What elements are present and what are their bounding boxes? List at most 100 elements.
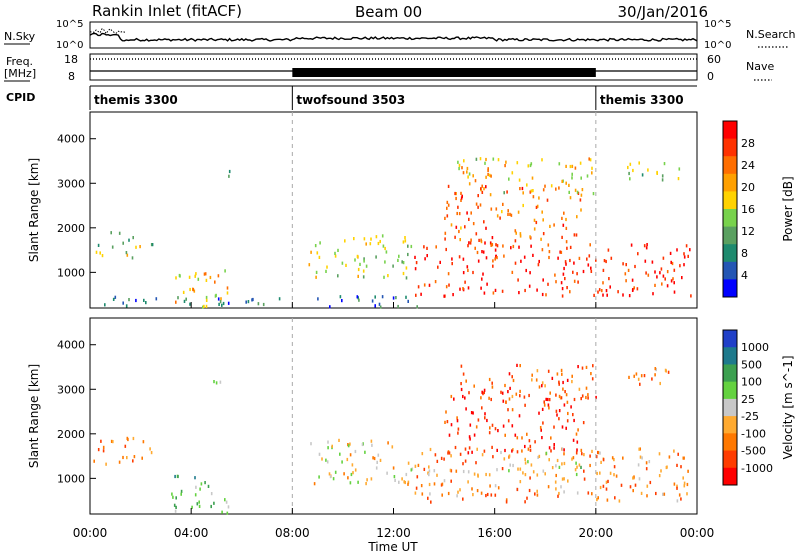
scatter-cell bbox=[578, 463, 581, 467]
scatter-cell bbox=[649, 480, 652, 485]
scatter-cell bbox=[589, 454, 591, 458]
scatter-cell bbox=[475, 202, 478, 206]
scatter-cell bbox=[456, 416, 458, 420]
scatter-cell bbox=[485, 175, 487, 179]
scatter-cell bbox=[332, 477, 335, 481]
scatter-cell bbox=[543, 400, 545, 404]
scatter-cell bbox=[375, 235, 378, 239]
scatter-cell bbox=[541, 158, 543, 162]
power-heatmap: 1000 2000 3000 4000 Slant Range [km] bbox=[27, 111, 698, 309]
scatter-cell bbox=[542, 188, 545, 192]
scatter-cell bbox=[646, 243, 648, 247]
scatter-cell bbox=[519, 467, 522, 471]
scatter-cell bbox=[548, 255, 550, 260]
scatter-cell bbox=[372, 456, 374, 460]
scatter-cell bbox=[139, 245, 141, 249]
scatter-cell bbox=[487, 167, 489, 171]
scatter-cell bbox=[622, 262, 624, 266]
colorbar-swatch bbox=[723, 191, 737, 210]
scatter-cell bbox=[410, 244, 413, 249]
scatter-cell bbox=[555, 487, 557, 491]
scatter-cell bbox=[460, 226, 462, 230]
scatter-cell bbox=[541, 384, 543, 388]
scatter-cell bbox=[222, 301, 225, 306]
colorbar-frame bbox=[722, 329, 738, 486]
scatter-cell bbox=[200, 482, 203, 486]
scatter-cell bbox=[192, 288, 195, 292]
scatter-cell bbox=[506, 190, 508, 194]
scatter-cell bbox=[405, 295, 407, 299]
freq-tick-top: 18 bbox=[64, 53, 78, 66]
scatter-cell bbox=[673, 290, 676, 294]
scatter-cell bbox=[215, 381, 218, 385]
scatter-cell bbox=[544, 384, 546, 388]
scatter-cell bbox=[464, 225, 466, 229]
scatter-cell bbox=[483, 220, 485, 224]
scatter-cell bbox=[315, 275, 317, 279]
scatter-cell bbox=[573, 261, 575, 265]
scatter-cell bbox=[447, 184, 450, 188]
scatter-cell bbox=[214, 280, 216, 284]
scatter-cell bbox=[519, 234, 522, 238]
scatter-cell bbox=[487, 172, 489, 177]
scatter-cell bbox=[579, 198, 582, 202]
scatter-cell bbox=[357, 274, 359, 278]
scatter-cell bbox=[141, 456, 143, 460]
scatter-cell bbox=[410, 468, 413, 472]
scatter-cell bbox=[550, 184, 553, 188]
scatter-cell bbox=[462, 497, 464, 501]
scatter-cell bbox=[356, 254, 359, 258]
scatter-cell bbox=[549, 224, 551, 228]
scatter-cell bbox=[566, 246, 568, 250]
scatter-cell bbox=[95, 250, 98, 254]
scatter-cell bbox=[110, 439, 113, 443]
scatter-cell bbox=[365, 482, 367, 486]
scatter-cell bbox=[475, 157, 478, 161]
scatter-cell bbox=[490, 174, 492, 178]
scatter-cell bbox=[575, 233, 578, 237]
scatter-cell bbox=[547, 243, 550, 247]
scatter-cell bbox=[659, 271, 661, 275]
scatter-cell bbox=[630, 243, 633, 247]
scatter-cell bbox=[627, 165, 629, 170]
scatter-cell bbox=[423, 245, 425, 249]
scatter-cell bbox=[124, 444, 127, 448]
scatter-cell bbox=[354, 258, 356, 262]
scatter-cell bbox=[483, 187, 485, 191]
scatter-cell bbox=[682, 476, 684, 480]
scatter-cell bbox=[502, 424, 505, 428]
scatter-cell bbox=[461, 166, 463, 170]
scatter-cell bbox=[472, 174, 474, 178]
scatter-cell bbox=[122, 241, 124, 245]
scatter-cell bbox=[446, 206, 448, 210]
scatter-cell bbox=[641, 173, 644, 177]
scatter-cell bbox=[651, 260, 654, 264]
scatter-cell bbox=[436, 459, 439, 463]
scatter-cell bbox=[511, 408, 514, 412]
time-tick-label: 00:00 bbox=[73, 526, 108, 540]
scatter-cell bbox=[588, 254, 591, 258]
cpid-label: CPID bbox=[6, 91, 35, 104]
scatter-cell bbox=[544, 184, 546, 188]
scatter-cell bbox=[486, 492, 489, 497]
scatter-cell bbox=[131, 256, 134, 260]
scatter-cell bbox=[446, 420, 449, 424]
colorbar-tick-label: 1000 bbox=[741, 341, 769, 354]
scatter-cell bbox=[349, 481, 352, 485]
scatter-cell bbox=[460, 191, 462, 195]
scatter-cell bbox=[572, 270, 574, 274]
scatter-cell bbox=[458, 167, 460, 171]
scatter-cell bbox=[118, 231, 121, 235]
scatter-cell bbox=[516, 363, 518, 367]
scatter-cell bbox=[417, 463, 420, 467]
scatter-cell bbox=[423, 283, 426, 287]
scatter-cell bbox=[632, 489, 634, 493]
scatter-cell bbox=[625, 279, 627, 283]
y-tick-label: 4000 bbox=[57, 133, 85, 146]
scatter-cell bbox=[680, 465, 682, 469]
scatter-cell bbox=[479, 203, 482, 207]
scatter-cell bbox=[172, 495, 174, 499]
scatter-cell bbox=[636, 287, 639, 291]
scatter-cell bbox=[646, 494, 648, 498]
scatter-cell bbox=[151, 243, 154, 247]
